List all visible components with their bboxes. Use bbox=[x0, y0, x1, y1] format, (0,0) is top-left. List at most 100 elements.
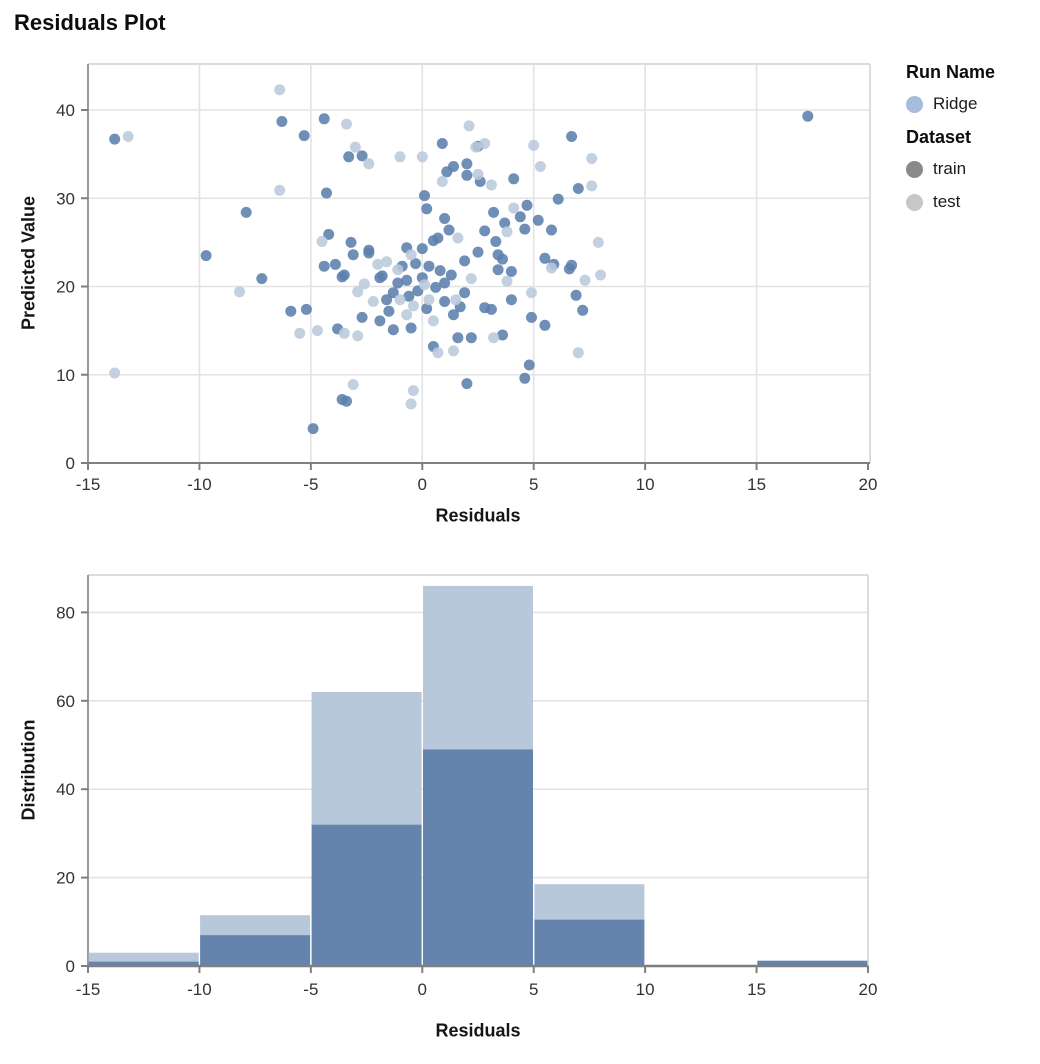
scatter-point-test bbox=[452, 232, 464, 244]
scatter-point-train bbox=[410, 258, 422, 270]
scatter-point-train bbox=[505, 266, 517, 277]
scatter-point-test bbox=[401, 309, 413, 321]
scatter-point-train bbox=[240, 206, 252, 218]
histogram-y-tick-label: 60 bbox=[56, 692, 75, 711]
scatter-point-train bbox=[343, 151, 355, 163]
scatter-y-tick-label: 40 bbox=[56, 101, 75, 120]
scatter-point-test bbox=[316, 236, 328, 247]
legend-item-train[interactable]: train bbox=[906, 159, 995, 179]
scatter-point-test bbox=[109, 367, 121, 379]
scatter-point-test bbox=[122, 131, 134, 142]
scatter-point-train bbox=[439, 213, 451, 224]
scatter-point-train bbox=[285, 305, 297, 317]
scatter-point-train bbox=[577, 304, 589, 316]
histogram-y-tick-label: 80 bbox=[56, 603, 75, 622]
scatter-point-test bbox=[416, 151, 428, 163]
scatter-point-test bbox=[372, 258, 384, 270]
scatter-point-train bbox=[323, 228, 335, 240]
legend-item-test[interactable]: test bbox=[906, 192, 995, 212]
histogram-x-axis-title: Residuals bbox=[435, 1020, 521, 1041]
scatter-point-train bbox=[300, 303, 312, 315]
histogram-plot-border bbox=[87, 574, 869, 966]
scatter-point-train bbox=[338, 269, 350, 281]
scatter-point-train bbox=[345, 236, 357, 248]
histogram-x-tick-label: -5 bbox=[303, 980, 318, 999]
scatter-point-train bbox=[459, 287, 471, 299]
scatter-point-train bbox=[499, 217, 511, 229]
scatter-point-test bbox=[405, 249, 417, 261]
scatter-point-train bbox=[383, 305, 395, 317]
scatter-point-train bbox=[539, 319, 551, 331]
scatter-x-tick-label: 10 bbox=[636, 475, 655, 494]
scatter-point-test bbox=[526, 287, 537, 299]
ridge-color-dot-icon bbox=[906, 95, 923, 113]
legend-run-name-title: Run Name bbox=[906, 62, 996, 82]
scatter-x-tick-label: 20 bbox=[859, 475, 878, 494]
scatter-point-test bbox=[528, 139, 540, 151]
histogram-bar-test bbox=[423, 585, 533, 750]
scatter-point-train bbox=[381, 294, 393, 306]
histogram-bar-test bbox=[534, 884, 645, 920]
page-title: Residuals Plot bbox=[14, 10, 166, 35]
scatter-point-test bbox=[595, 269, 607, 281]
scatter-point-test bbox=[450, 294, 462, 306]
histogram-bar-test bbox=[88, 952, 199, 962]
histogram-bar-train bbox=[200, 935, 311, 966]
scatter-point-train bbox=[521, 199, 533, 211]
scatter-point-test bbox=[592, 236, 604, 248]
scatter-point-train bbox=[436, 138, 448, 149]
scatter-point-test bbox=[436, 176, 448, 187]
scatter-point-test bbox=[347, 379, 359, 390]
histogram-x-tick-label: 10 bbox=[636, 980, 655, 999]
scatter-point-train bbox=[497, 329, 508, 341]
legend-item-train-label: train bbox=[933, 159, 967, 178]
scatter-point-train bbox=[403, 290, 415, 302]
histogram-bar-train bbox=[311, 824, 422, 966]
scatter-point-train bbox=[439, 277, 451, 289]
scatter-y-tick-label: 0 bbox=[66, 454, 75, 473]
scatter-point-train bbox=[416, 243, 428, 255]
scatter-point-train bbox=[526, 311, 537, 323]
scatter-point-train bbox=[802, 110, 814, 122]
scatter-point-test bbox=[294, 327, 306, 339]
scatter-point-train bbox=[461, 169, 473, 181]
histogram-x-tick-label: 15 bbox=[747, 980, 766, 999]
scatter-x-tick-label: -10 bbox=[187, 475, 212, 494]
scatter-points-train bbox=[109, 110, 814, 435]
scatter-y-tick-label: 20 bbox=[56, 278, 75, 297]
histogram-y-tick-label: 20 bbox=[56, 869, 75, 888]
scatter-point-test bbox=[427, 315, 439, 327]
scatter-point-train bbox=[461, 378, 473, 390]
scatter-point-train bbox=[445, 269, 457, 281]
scatter-point-train bbox=[421, 203, 433, 215]
histogram-bar-train bbox=[423, 749, 533, 966]
histogram-axes: -15 -10 -5 0 5 10 15 20 0 20 40 60 80 bbox=[56, 603, 877, 999]
scatter-point-train bbox=[490, 236, 502, 247]
scatter-point-test bbox=[234, 286, 245, 298]
scatter-point-train bbox=[109, 133, 121, 145]
scatter-point-train bbox=[546, 224, 557, 236]
scatter-point-train bbox=[256, 273, 268, 285]
scatter-point-test bbox=[546, 262, 557, 274]
scatter-point-train bbox=[508, 173, 520, 185]
scatter-point-train bbox=[387, 287, 399, 299]
scatter-point-train bbox=[552, 193, 564, 205]
legend: Run Name Ridge Dataset train test bbox=[906, 62, 995, 225]
scatter-point-train bbox=[479, 302, 491, 314]
histogram-bar-test bbox=[311, 692, 422, 825]
scatter-point-train bbox=[479, 225, 491, 237]
scatter-point-train bbox=[492, 264, 504, 276]
histogram-bar-train bbox=[534, 919, 645, 966]
scatter-point-train bbox=[472, 246, 484, 258]
scatter-point-test bbox=[501, 275, 513, 287]
scatter-point-test bbox=[432, 347, 444, 359]
scatter-point-test bbox=[470, 141, 482, 153]
scatter-point-test bbox=[485, 179, 497, 191]
scatter-point-test bbox=[349, 141, 361, 153]
scatter-point-train bbox=[318, 113, 330, 125]
scatter-gridlines bbox=[88, 64, 870, 463]
scatter-point-test bbox=[419, 279, 430, 291]
legend-item-ridge[interactable]: Ridge bbox=[906, 94, 995, 114]
